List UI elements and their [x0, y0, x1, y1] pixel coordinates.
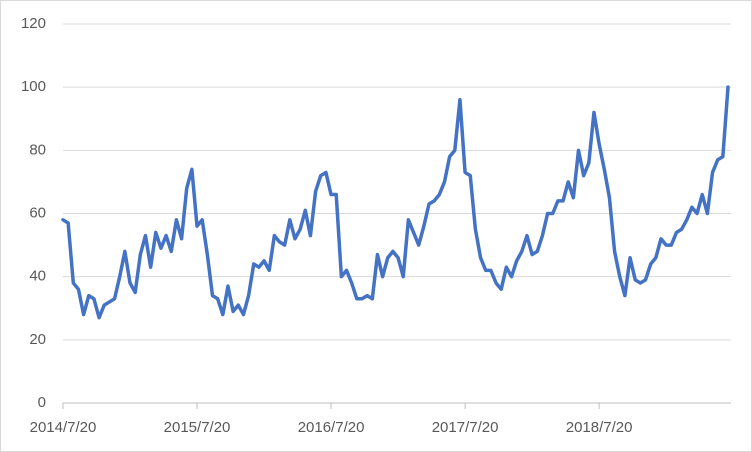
- x-tick-label: 2016/7/20: [298, 419, 365, 436]
- line-series: [61, 85, 730, 320]
- y-tick-label: 120: [21, 15, 46, 32]
- y-tick-label: 0: [38, 394, 46, 411]
- x-tick-label: 2018/7/20: [566, 419, 633, 436]
- x-tick-label: 2015/7/20: [164, 419, 231, 436]
- x-tick-label: 2017/7/20: [432, 419, 499, 436]
- y-tick-label: 60: [29, 204, 46, 221]
- y-tick-label: 100: [21, 78, 46, 95]
- y-tick-label: 40: [29, 268, 46, 285]
- y-tick-label: 20: [29, 331, 46, 348]
- x-tick-label: 2014/7/20: [30, 419, 97, 436]
- y-tick-label: 80: [29, 141, 46, 158]
